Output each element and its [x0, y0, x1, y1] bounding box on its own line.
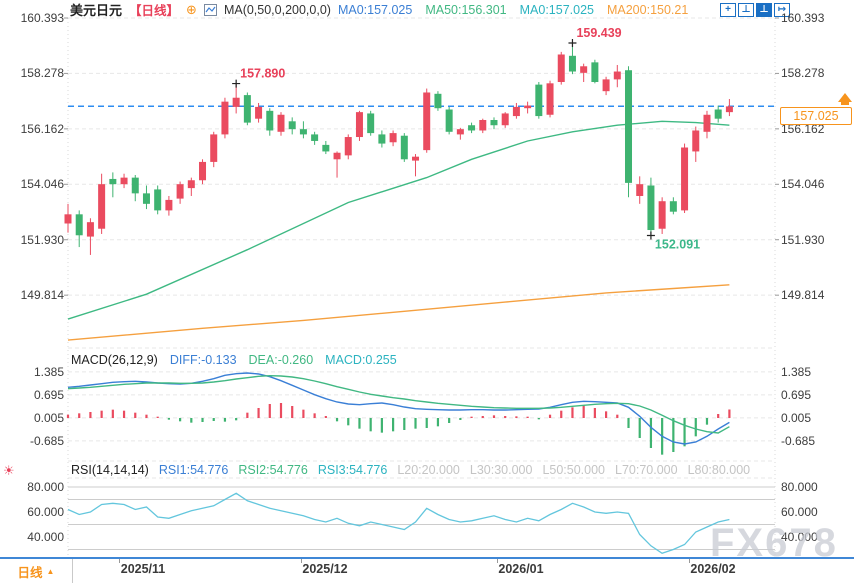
- date-label: 2025/11: [120, 562, 166, 576]
- right-axis-label: 151.930: [781, 232, 825, 247]
- left-axis-label: 151.930: [20, 232, 64, 247]
- macd-name[interactable]: MACD(26,12,9): [71, 353, 158, 367]
- axis-move-icon[interactable]: ⊥: [756, 3, 772, 17]
- right-axis-label: 0.695: [781, 387, 812, 402]
- time-axis-bar: 日线 ▲ 2025/11 2025/12 2026/01 2026/02: [0, 557, 854, 583]
- ma-legend: MA0:157.025 MA50:156.301 MA0:157.025 MA200:…: [338, 3, 688, 17]
- macd-header: MACD(26,12,9) DIFF:-0.133 DEA:-0.260 MAC…: [71, 353, 397, 367]
- right-axis-label: 149.814: [781, 288, 825, 303]
- collapse-panel-icon[interactable]: ↦: [774, 3, 790, 17]
- right-axis-label: 1.385: [781, 364, 812, 379]
- left-axis-label: 80.000: [27, 480, 64, 494]
- period-up-arrow-icon: ▲: [46, 566, 55, 576]
- right-axis-label: 0.005: [781, 410, 812, 425]
- right-axis-label: 156.162: [781, 121, 825, 136]
- add-indicator-icon[interactable]: ⊕: [186, 1, 197, 17]
- ma-legend-item: MA200:150.21: [606, 2, 689, 17]
- left-axis-label: 1.385: [33, 364, 64, 379]
- rsi-header: RSI(14,14,14) RSI1:54.776 RSI2:54.776 RS…: [71, 463, 750, 477]
- right-axis-label: 60.000: [781, 505, 818, 519]
- ma-legend-item: MA50:156.301: [425, 2, 507, 17]
- rsi-level-labels: L20:20.000 L30:30.000 L50:50.000 L70:70.000…: [397, 463, 750, 477]
- date-label: 2025/12: [302, 562, 348, 576]
- left-axis-label: 149.814: [20, 288, 64, 303]
- macd-macd-value: MACD:0.255: [325, 353, 397, 367]
- right-axis-label: 154.046: [781, 177, 825, 192]
- period-tag: 【日线】: [129, 4, 180, 18]
- date-label: 2026/02: [690, 562, 736, 576]
- rsi-level-label: L80:80.000: [687, 463, 751, 477]
- chart-toolbar: + ⊥ ⊥ ↦: [720, 3, 790, 17]
- right-axis-label: 40.000: [781, 530, 818, 544]
- date-tick: [301, 559, 302, 563]
- date-tick: [689, 559, 690, 563]
- axis-scale-icon[interactable]: ⊥: [738, 3, 754, 17]
- chart-header: 美元日元 【日线】 ⊕ MA(0,50,0,200,0,0) MA0:157.0…: [70, 1, 688, 19]
- macd-diff-value: DIFF:-0.133: [169, 353, 237, 367]
- alert-sun-icon[interactable]: ☀: [3, 463, 15, 478]
- date-label: 2026/01: [498, 562, 544, 576]
- rsi-level-label: L70:70.000: [615, 463, 678, 477]
- date-tick: [119, 559, 120, 563]
- ma-legend-item: MA0:157.025: [337, 2, 413, 17]
- current-price-tag: 157.025: [780, 107, 852, 125]
- rsi2-value: RSI2:54.776: [238, 463, 308, 477]
- price-up-arrow-base: [841, 101, 849, 105]
- period-selector-label: 日线: [17, 565, 43, 580]
- right-axis-label: -0.685: [781, 433, 816, 448]
- rsi-level-label: L50:50.000: [542, 463, 606, 477]
- rsi-level-label: L30:30.000: [469, 463, 533, 477]
- svg-text:157.890: 157.890: [240, 67, 285, 81]
- left-axis-label: 160.393: [20, 11, 64, 25]
- period-selector[interactable]: 日线 ▲: [0, 559, 73, 583]
- right-axis-label: 80.000: [781, 480, 818, 494]
- rsi-layer: [67, 492, 730, 555]
- svg-text:159.439: 159.439: [576, 26, 621, 40]
- macd-layer: [66, 372, 731, 455]
- candles-layer: [64, 42, 733, 255]
- ma-settings-label[interactable]: MA(0,50,0,200,0,0): [223, 2, 331, 17]
- left-axis-label: 60.000: [27, 505, 64, 519]
- left-axis-label: 0.005: [33, 410, 64, 425]
- annotations-layer: 157.890 159.439 152.091: [232, 26, 700, 252]
- svg-text:152.091: 152.091: [655, 238, 700, 252]
- rsi-level-label: L20:20.000: [397, 463, 460, 477]
- ma-indicator-icon[interactable]: [203, 3, 217, 16]
- rsi1-value: RSI1:54.776: [158, 463, 229, 477]
- price-up-arrow-icon: [838, 93, 852, 102]
- left-axis-label: 40.000: [27, 530, 64, 544]
- rsi-name[interactable]: RSI(14,14,14): [71, 463, 149, 477]
- left-axis-label: 0.695: [33, 387, 64, 402]
- ma-lines-layer: [67, 120, 730, 341]
- right-axis-label: 158.278: [781, 66, 825, 81]
- left-axis-label: 156.162: [20, 121, 64, 136]
- macd-dea-value: DEA:-0.260: [248, 353, 314, 367]
- symbol-title: 美元日元: [70, 3, 123, 18]
- crosshair-icon[interactable]: +: [720, 3, 736, 17]
- date-tick: [497, 559, 498, 563]
- left-axis-label: 158.278: [20, 66, 64, 81]
- ma-legend-item: MA0:157.025: [519, 2, 594, 17]
- right-axis-label: 160.393: [781, 11, 825, 25]
- rsi3-value: RSI3:54.776: [317, 463, 388, 477]
- left-axis-label: -0.685: [29, 433, 64, 448]
- left-axis-label: 154.046: [20, 177, 64, 192]
